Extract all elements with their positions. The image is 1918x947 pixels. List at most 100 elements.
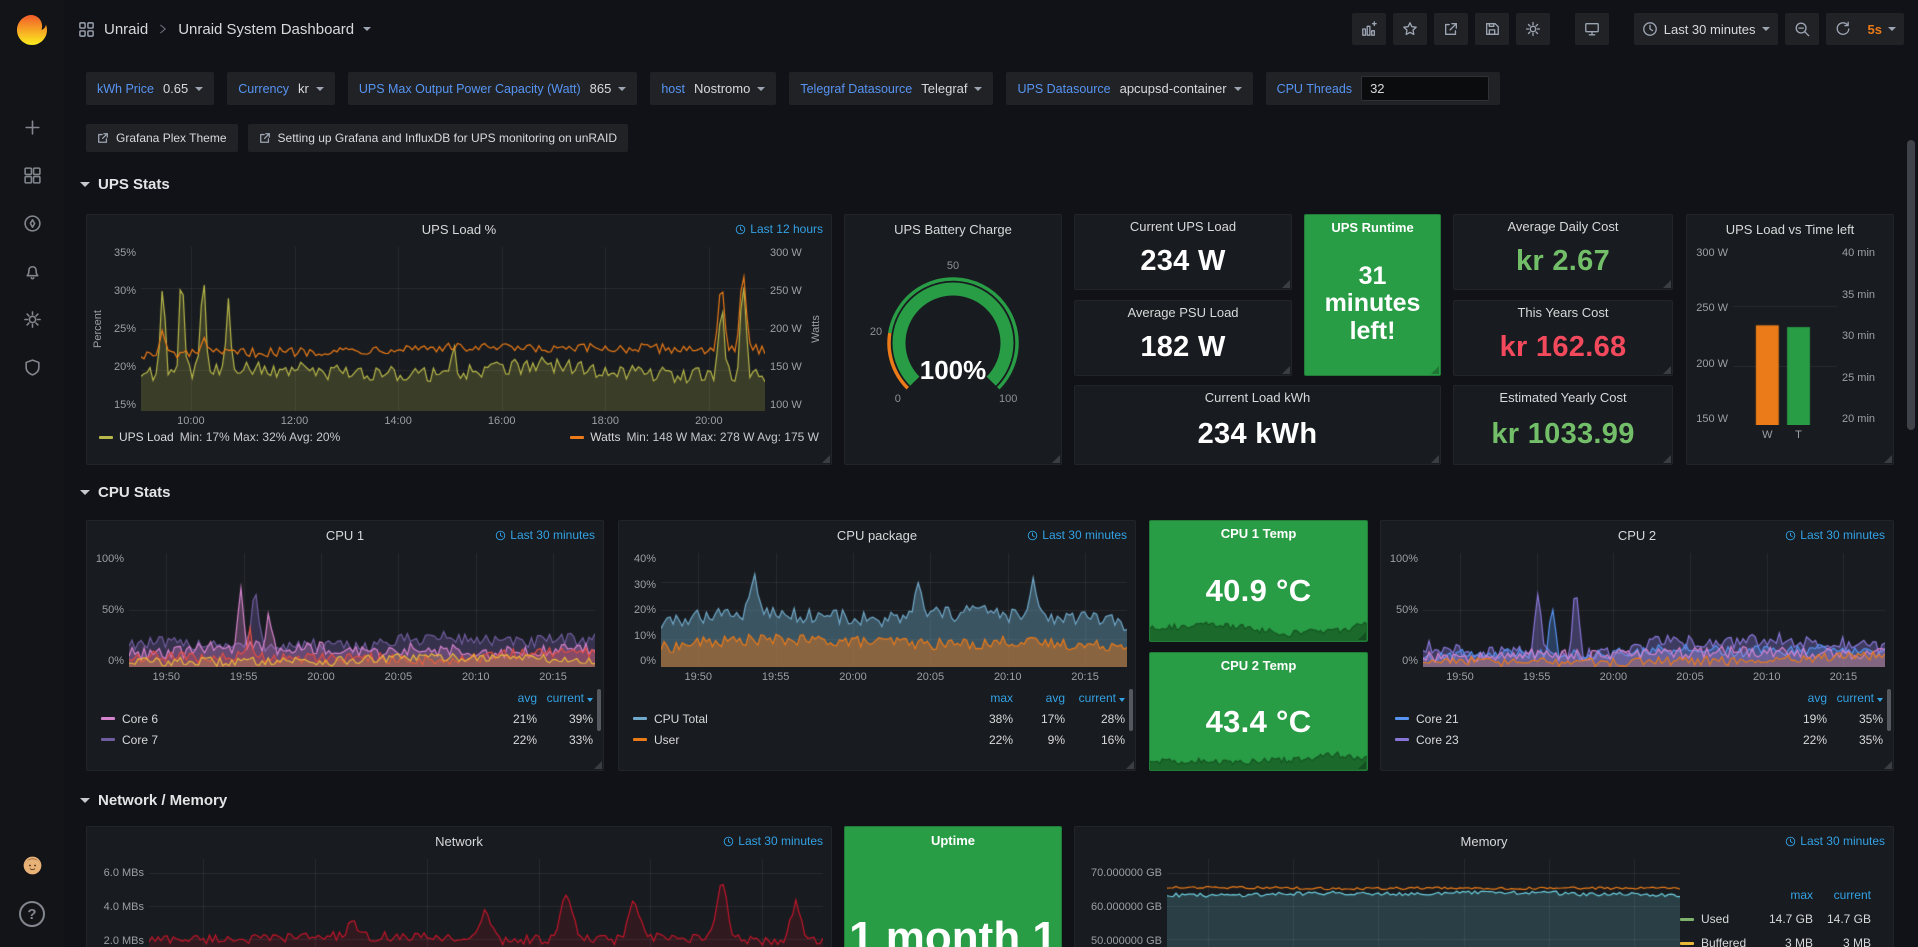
panel-header[interactable]: Uptime [845, 827, 1061, 853]
panel-title[interactable]: CPU 2 [1617, 527, 1657, 543]
panel-header[interactable]: Estimated Yearly Cost [1454, 386, 1672, 408]
cpu-package-chart[interactable] [661, 553, 1127, 667]
panel-header[interactable]: This Years Cost [1454, 301, 1672, 323]
panel-header[interactable]: CPU 2 Temp [1150, 653, 1367, 677]
panel-title[interactable]: UPS Runtime [1331, 219, 1414, 235]
legend-scrollbar[interactable] [597, 689, 601, 731]
share-button[interactable] [1433, 13, 1468, 45]
link-ups-monitoring-guide[interactable]: Setting up Grafana and InfluxDB for UPS … [247, 124, 629, 152]
panel-header[interactable]: Memory Last 30 minutes [1075, 827, 1893, 855]
grafana-logo[interactable] [10, 8, 54, 52]
refresh-interval-dropdown[interactable]: 5s [1860, 13, 1904, 45]
save-button[interactable] [1474, 13, 1509, 45]
legend-series-cpu-total[interactable]: CPU Total [633, 712, 961, 726]
legend-series-core7[interactable]: Core 7 [101, 733, 481, 747]
panel-title[interactable]: Uptime [930, 832, 976, 848]
sidebar-item-server-admin[interactable] [12, 347, 52, 387]
legend-header-avg[interactable]: avg [517, 690, 537, 705]
memory-chart[interactable] [1167, 859, 1680, 947]
panel-title[interactable]: UPS Battery Charge [894, 221, 1012, 237]
help-button[interactable]: ? [12, 894, 52, 934]
scrollbar-thumb[interactable] [1907, 140, 1915, 430]
panel-title[interactable]: CPU 1 [325, 527, 365, 543]
sidebar-item-create[interactable] [12, 107, 52, 147]
panel-header[interactable]: UPS Load % Last 12 hours [87, 215, 831, 243]
user-avatar[interactable] [12, 845, 52, 885]
panel-header[interactable]: CPU 1 Temp [1150, 521, 1367, 545]
legend-header-max[interactable]: max [990, 690, 1013, 705]
panel-title[interactable]: Average Daily Cost [1507, 218, 1619, 234]
breadcrumb-folder[interactable]: Unraid [104, 20, 149, 38]
link-grafana-plex-theme[interactable]: Grafana Plex Theme [86, 124, 238, 152]
time-range-picker[interactable]: Last 30 minutes [1633, 13, 1778, 45]
add-panel-button[interactable] [1351, 13, 1386, 45]
panel-title[interactable]: Current Load kWh [1204, 389, 1311, 405]
legend-item-watts[interactable]: Watts Min: 148 W Max: 278 W Avg: 175 W [570, 430, 819, 444]
cpu2-chart[interactable] [1423, 553, 1885, 667]
legend-header-avg[interactable]: avg [1807, 690, 1827, 705]
dashboard-title-caret-icon[interactable] [363, 27, 372, 31]
sidebar-item-dashboards[interactable] [12, 155, 52, 195]
panel-header[interactable]: Network Last 30 minutes [87, 827, 831, 855]
panel-header[interactable]: CPU 2 Last 30 minutes [1381, 521, 1893, 549]
panel-header[interactable]: UPS Runtime [1305, 215, 1440, 239]
variable-ups-max-output[interactable]: UPS Max Output Power Capacity (Watt) 865 [347, 72, 638, 105]
panel-title[interactable]: UPS Load vs Time left [1725, 221, 1855, 237]
dashboard-title[interactable]: Unraid System Dashboard [178, 20, 355, 38]
network-chart[interactable] [149, 859, 823, 947]
legend-header-current[interactable]: current [1065, 691, 1125, 705]
panel-title[interactable]: CPU 2 Temp [1220, 657, 1297, 673]
legend-header-current[interactable]: current [537, 691, 593, 705]
section-network-memory[interactable]: Network / Memory [80, 792, 227, 809]
cpu-threads-input[interactable] [1361, 76, 1490, 101]
variable-ups-datasource[interactable]: UPS Datasource apcupsd-container [1006, 72, 1253, 105]
variable-host[interactable]: host Nostromo [650, 72, 777, 105]
panel-title[interactable]: CPU 1 Temp [1220, 525, 1297, 541]
ups-bars-chart[interactable] [1733, 247, 1837, 425]
panel-title[interactable]: UPS Load % [421, 221, 497, 237]
panel-title[interactable]: Memory [1460, 833, 1508, 849]
legend-header-max[interactable]: max [1790, 888, 1813, 902]
legend-scrollbar[interactable] [1129, 689, 1133, 731]
variable-telegraf-datasource[interactable]: Telegraf Datasource Telegraf [789, 72, 994, 105]
variable-cpu-threads[interactable]: CPU Threads [1265, 72, 1501, 105]
legend-header-current[interactable]: current [1827, 691, 1883, 705]
legend-header-current[interactable]: current [1833, 888, 1871, 902]
ups-load-chart[interactable] [141, 247, 765, 411]
legend-series-core21[interactable]: Core 21 [1395, 712, 1771, 726]
panel-header[interactable]: UPS Load vs Time left [1687, 215, 1893, 243]
panel-title[interactable]: This Years Cost [1517, 304, 1609, 320]
panel-header[interactable]: CPU package Last 30 minutes [619, 521, 1135, 549]
panel-header[interactable]: Current UPS Load [1075, 215, 1291, 237]
page-scrollbar[interactable] [1907, 0, 1915, 947]
legend-series-user[interactable]: User [633, 733, 961, 747]
sidebar-item-alerting[interactable] [12, 251, 52, 291]
refresh-button[interactable] [1826, 13, 1860, 45]
legend-series-core6[interactable]: Core 6 [101, 712, 481, 726]
panel-header[interactable]: UPS Battery Charge [845, 215, 1061, 243]
legend-scrollbar[interactable] [1887, 689, 1891, 731]
panel-title[interactable]: Average PSU Load [1127, 304, 1239, 320]
cycle-view-button[interactable] [1574, 13, 1609, 45]
star-button[interactable] [1392, 13, 1427, 45]
variable-kwh-price[interactable]: kWh Price 0.65 [86, 72, 215, 105]
panel-header[interactable]: Current Load kWh [1075, 386, 1440, 408]
legend-header-avg[interactable]: avg [1045, 690, 1065, 705]
panel-header[interactable]: Average Daily Cost [1454, 215, 1672, 237]
panel-title[interactable]: CPU package [836, 527, 918, 543]
panel-header[interactable]: CPU 1 Last 30 minutes [87, 521, 603, 549]
section-cpu-stats[interactable]: CPU Stats [80, 484, 171, 501]
legend-item-ups-load[interactable]: UPS Load Min: 17% Max: 32% Avg: 20% [99, 430, 340, 444]
zoom-out-button[interactable] [1784, 13, 1819, 45]
panel-title[interactable]: Current UPS Load [1129, 218, 1237, 234]
legend-series-core23[interactable]: Core 23 [1395, 733, 1771, 747]
sidebar-item-explore[interactable] [12, 203, 52, 243]
legend-series-used[interactable]: Used [1680, 912, 1755, 926]
section-ups-stats[interactable]: UPS Stats [80, 176, 170, 193]
panel-title[interactable]: Estimated Yearly Cost [1499, 389, 1627, 405]
dashboard-settings-button[interactable] [1515, 13, 1550, 45]
panel-header[interactable]: Average PSU Load [1075, 301, 1291, 323]
cpu1-chart[interactable] [129, 553, 595, 667]
sidebar-item-configuration[interactable] [12, 299, 52, 339]
variable-currency[interactable]: Currency kr [227, 72, 335, 105]
